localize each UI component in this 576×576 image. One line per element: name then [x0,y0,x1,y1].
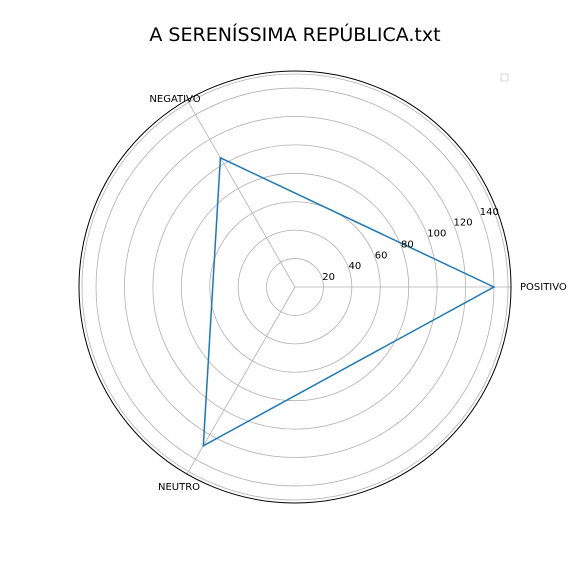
data-point-negativo [219,156,222,159]
data-point-positivo [493,286,495,288]
polar-frame-inner [81,73,509,501]
r-tick-label: 140 [480,207,499,218]
chart-title: A SERENÍSSIMA REPÚBLICA.txt [149,22,440,46]
category-label-neutro: NEUTRO [158,482,200,493]
label-layer: 20 40 60 80 100 120 140 POSITIVO NEGATIVO NEUTRO [149,94,567,493]
category-label-negativo: NEGATIVO [149,94,200,105]
r-tick-label: 100 [427,229,446,240]
polar-frame [78,70,512,504]
r-tick-label: 20 [322,272,335,283]
data-point-neutro [202,444,205,447]
r-tick-label: 40 [349,261,362,272]
spoke-negativo [186,99,296,288]
r-tick-label: 120 [454,218,473,229]
series-layer [202,156,496,448]
spoke-neutro [186,286,296,475]
r-tick-label: 80 [401,239,414,250]
series-polygon [202,156,496,448]
category-label-positivo: POSITIVO [520,282,567,293]
r-tick-label: 60 [375,250,388,261]
legend-box [500,73,509,82]
grid-layer [78,70,512,504]
